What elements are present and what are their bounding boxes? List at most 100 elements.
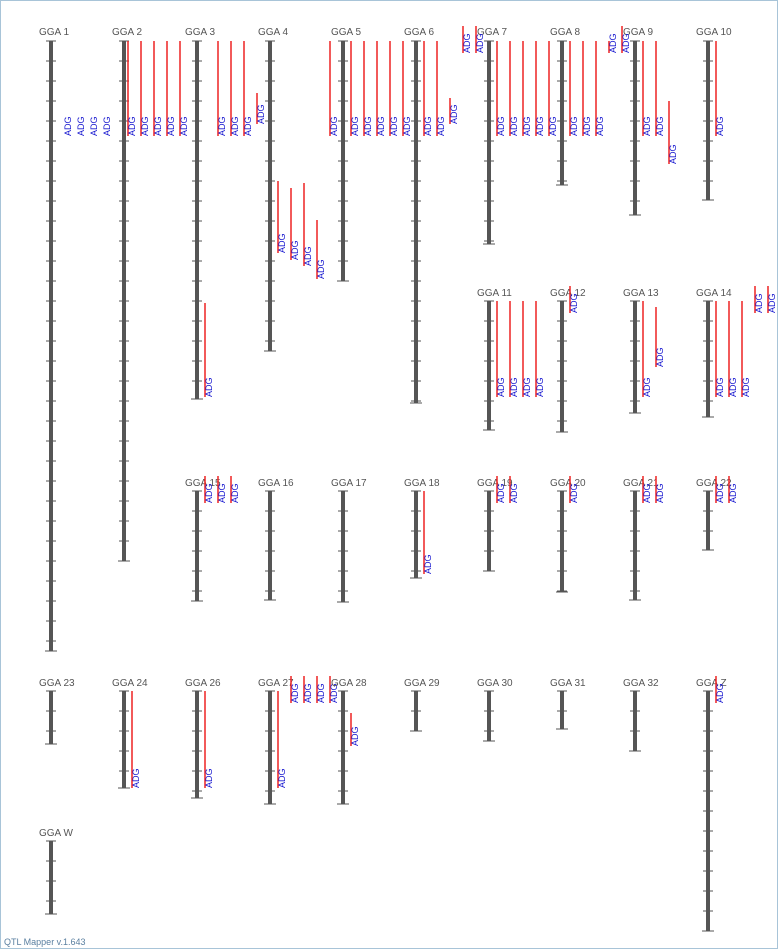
chromosome-label: GGA 11 [477, 288, 512, 299]
qtl-label: ADG [655, 116, 665, 136]
qtl-label: ADG [754, 293, 764, 313]
qtl-label: ADG [290, 683, 300, 703]
chromosome-label: GGA 31 [550, 678, 586, 689]
chromosome-bar [49, 691, 53, 744]
chromosome-label: GGA 4 [258, 27, 288, 38]
qtl-label: ADG [509, 116, 519, 136]
chromosome-label: GGA 18 [404, 478, 440, 489]
qtl-label: ADG [496, 116, 506, 136]
qtl-label: ADG [153, 116, 163, 136]
chromosome-label: GGA 27 [258, 678, 294, 689]
chromosome-label: GGA 20 [550, 478, 586, 489]
chromosome-label: GGA 21 [623, 478, 659, 489]
chromosome-label: GGA 30 [477, 678, 513, 689]
qtl-label: ADG [389, 116, 399, 136]
qtl-label: ADG [102, 116, 112, 136]
chromosome-label: GGA 17 [331, 478, 367, 489]
qtl-label: ADG [595, 116, 605, 136]
chromosome-label: GGA 10 [696, 27, 732, 38]
qtl-label: ADG [204, 377, 214, 397]
qtl-label: ADG [767, 293, 777, 313]
chromosome-bar [560, 691, 564, 729]
chromosome-bar [195, 41, 199, 399]
chromosome-label: GGA 16 [258, 478, 294, 489]
qtl-label: ADG [655, 347, 665, 367]
chromosome-label: GGA 13 [623, 288, 659, 299]
chromosome-bar [706, 301, 710, 417]
chromosome-bar [633, 691, 637, 751]
chromosome-label: GGA W [39, 828, 73, 839]
chromosome-label: GGA 3 [185, 27, 215, 38]
chromosome-label: GGA 29 [404, 678, 440, 689]
chromosome-bar [268, 41, 272, 351]
qtl-label: ADG [642, 377, 652, 397]
chromosome-label: GGA 6 [404, 27, 434, 38]
qtl-label: ADG [642, 483, 652, 503]
qtl-label: ADG [608, 33, 618, 53]
chromosome-label: GGA 14 [696, 288, 732, 299]
qtl-label: ADG [462, 33, 472, 53]
qtl-label: ADG [496, 377, 506, 397]
qtl-label: ADG [166, 116, 176, 136]
qtl-label: ADG [363, 116, 373, 136]
qtl-label: ADG [140, 116, 150, 136]
qtl-label: ADG [303, 246, 313, 266]
qtl-label: ADG [509, 483, 519, 503]
qtl-label: ADG [535, 377, 545, 397]
chromosome-bar [560, 301, 564, 432]
qtl-label: ADG [642, 116, 652, 136]
chromosome-label: GGA Z [696, 678, 727, 689]
chromosome-label: GGA 5 [331, 27, 361, 38]
qtl-label: ADG [548, 116, 558, 136]
chromosome-label: GGA 19 [477, 478, 513, 489]
qtl-label: ADG [715, 116, 725, 136]
chromosome-gga-29: GGA 29 [404, 678, 440, 732]
qtl-label: ADG [89, 116, 99, 136]
qtl-label: ADG [509, 377, 519, 397]
chromosome-label: GGA 8 [550, 27, 580, 38]
chromosome-bar [195, 491, 199, 601]
qtl-label: ADG [303, 683, 313, 703]
qtl-label: ADG [522, 377, 532, 397]
qtl-label: ADG [582, 116, 592, 136]
chromosome-bar [560, 491, 564, 592]
qtl-label: ADG [728, 483, 738, 503]
qtl-label: ADG [230, 116, 240, 136]
chromosome-label: GGA 28 [331, 678, 367, 689]
qtl-label: ADG [569, 116, 579, 136]
chromosome-label: GGA 23 [39, 678, 75, 689]
chromosome-label: GGA 2 [112, 27, 142, 38]
qtl-label: ADG [449, 104, 459, 124]
qtl-label: ADG [217, 483, 227, 503]
qtl-label: ADG [741, 377, 751, 397]
qtl-label: ADG [621, 33, 631, 53]
qtl-label: ADG [496, 483, 506, 503]
chromosome-bar [487, 41, 491, 244]
chromosome-gga-16: GGA 16 [258, 478, 294, 601]
qtl-label: ADG [179, 116, 189, 136]
chromosome-gga-10: GGA 10 ADG [696, 27, 732, 201]
qtl-label: ADG [715, 483, 725, 503]
qtl-label: ADG [715, 377, 725, 397]
qtl-label: ADG [76, 116, 86, 136]
chromosome-label: GGA 9 [623, 27, 653, 38]
qtl-label: ADG [350, 116, 360, 136]
qtl-label: ADG [436, 116, 446, 136]
chromosome-bar [706, 491, 710, 550]
qtl-label: ADG [475, 33, 485, 53]
qtl-label: ADG [402, 116, 412, 136]
